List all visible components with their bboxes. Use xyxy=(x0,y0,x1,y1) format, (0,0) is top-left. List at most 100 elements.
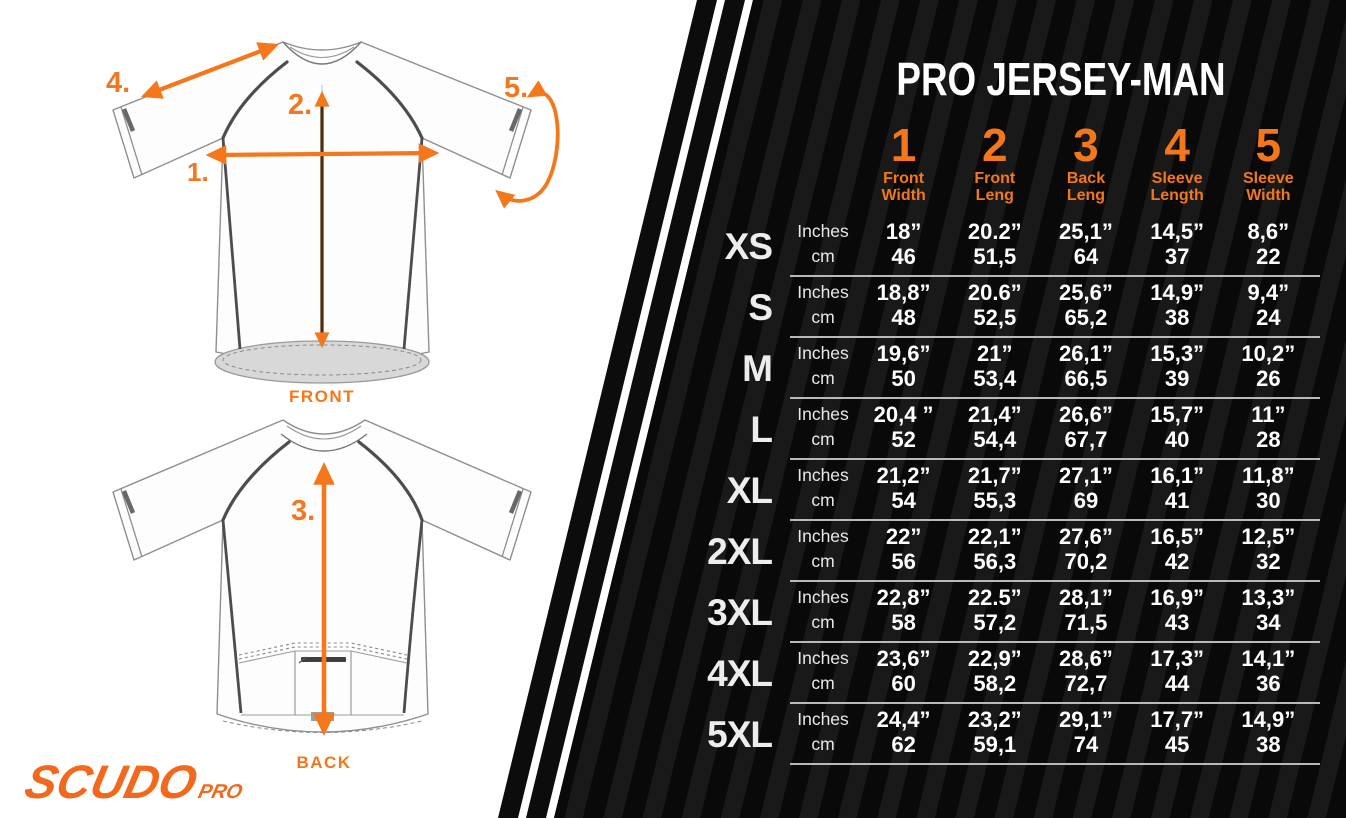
measurement-cell: 22,9” 58,2 xyxy=(967,645,1022,696)
back-measurement-arrows: 3. BACK xyxy=(291,462,351,772)
measurement-cell: 11” 28 xyxy=(1251,401,1286,452)
unit-labels: Inches cm xyxy=(774,704,858,765)
unit-cm-label: cm xyxy=(811,490,835,510)
measurement-cell: 23,2” 59,1 xyxy=(967,706,1022,757)
unit-labels: Inches cm xyxy=(774,399,858,460)
column-header-1: 1 Front Width xyxy=(858,120,949,204)
measurement-cell: 20.6” 52,5 xyxy=(967,279,1022,330)
measurement-cell: 23,6” 60 xyxy=(876,645,931,696)
unit-inches-label: Inches xyxy=(797,709,849,729)
chart-title: PRO JERSEY-MAN xyxy=(896,53,1226,105)
unit-cm-label: cm xyxy=(811,734,835,754)
front-measurement-arrows: 4. 2. 1. 5. FRONT xyxy=(106,42,560,406)
size-label: L xyxy=(750,409,773,450)
column-label-line1: Front xyxy=(883,170,925,187)
measurement-cell: 27,6” 70,2 xyxy=(1059,523,1113,574)
marker-1-label: 1. xyxy=(187,157,209,187)
column-label-line2: Width xyxy=(1246,187,1291,204)
column-label-line2: Length xyxy=(1150,187,1204,204)
size-row-2xl: 2XL Inches cm 22” 56 22,1” 56,3 27,6” 70,2 … xyxy=(688,521,1320,582)
measurement-cell: 14,9” 38 xyxy=(1241,706,1296,757)
column-label-line1: Front xyxy=(974,170,1016,187)
size-row-3xl: 3XL Inches cm 22,8” 58 22.5” 57,2 28,1” 71,… xyxy=(688,582,1320,643)
unit-labels: Inches cm xyxy=(774,277,858,338)
unit-labels: Inches cm xyxy=(774,643,858,704)
size-row-4xl: 4XL Inches cm 23,6” 60 22,9” 58,2 28,6” 72,… xyxy=(688,643,1320,704)
row-divider xyxy=(790,702,1320,704)
measurement-cell: 9,4” 24 xyxy=(1247,279,1290,330)
unit-inches-label: Inches xyxy=(797,465,849,485)
unit-inches-label: Inches xyxy=(797,221,849,241)
measurement-cell: 16,9” 43 xyxy=(1150,584,1205,635)
unit-cm-label: cm xyxy=(811,429,835,449)
measurement-cell: 16,1” 41 xyxy=(1150,462,1205,513)
marker-5-label: 5. xyxy=(504,72,528,104)
size-label: 3XL xyxy=(707,592,773,633)
measurement-cell: 21,4” 54,4 xyxy=(967,401,1022,452)
measurement-cell: 20.2” 51,5 xyxy=(967,218,1022,269)
measurement-cell: 10,2” 26 xyxy=(1241,340,1296,391)
unit-labels: Inches cm xyxy=(774,460,858,521)
size-label: M xyxy=(742,348,773,389)
marker-2-label: 2. xyxy=(288,89,312,121)
measurement-cell: 22,1” 56,3 xyxy=(967,523,1022,574)
measurement-cell: 29,1” 74 xyxy=(1059,706,1113,757)
measurement-cell: 11,8” 30 xyxy=(1242,462,1295,513)
measurement-cell: 21,2” 54 xyxy=(876,462,931,513)
unit-cm-label: cm xyxy=(811,307,835,327)
measurement-cell: 14,1” 36 xyxy=(1241,645,1296,696)
column-label-line2: Leng xyxy=(1066,187,1106,204)
row-divider xyxy=(790,641,1320,643)
unit-cm-label: cm xyxy=(811,246,835,266)
measurement-cell: 14,5” 37 xyxy=(1150,218,1205,269)
measurement-cell: 22.5” 57,2 xyxy=(967,584,1022,635)
unit-inches-label: Inches xyxy=(797,587,849,607)
measurement-cell: 8,6” 22 xyxy=(1247,218,1290,269)
unit-inches-label: Inches xyxy=(797,343,849,363)
row-divider xyxy=(790,580,1320,582)
measurement-cell: 15,7” 40 xyxy=(1150,401,1205,452)
measurement-cell: 13,3” 34 xyxy=(1241,584,1296,635)
measurement-cell: 21” 53,4 xyxy=(973,340,1017,391)
column-label-line1: Back xyxy=(1066,170,1106,187)
unit-cm-label: cm xyxy=(811,673,835,693)
column-number: 1 xyxy=(890,119,917,171)
row-divider xyxy=(790,275,1320,277)
marker-3-label: 3. xyxy=(291,495,315,527)
row-divider xyxy=(790,336,1320,338)
measurement-cell: 28,1” 71,5 xyxy=(1059,584,1113,635)
marker-4-label: 4. xyxy=(106,67,130,99)
size-label: XL xyxy=(726,470,773,511)
size-row-xl: XL Inches cm 21,2” 54 21,7” 55,3 27,1” 69 1… xyxy=(688,460,1320,521)
row-divider xyxy=(790,519,1320,521)
unit-cm-label: cm xyxy=(811,551,835,571)
size-row-m: M Inches cm 19,6” 50 21” 53,4 26,1” 66,5 15… xyxy=(688,338,1320,399)
column-label-line2: Leng xyxy=(975,187,1014,204)
column-header-4: 4 Sleeve Length xyxy=(1132,120,1223,204)
unit-cm-label: cm xyxy=(811,368,835,388)
column-label-line2: Width xyxy=(881,187,926,204)
unit-cm-label: cm xyxy=(811,612,835,632)
back-caption: BACK xyxy=(296,753,351,772)
measurement-cell: 16,5” 42 xyxy=(1150,523,1205,574)
size-label: S xyxy=(748,287,773,328)
column-number: 3 xyxy=(1073,119,1099,171)
measurement-cell: 12,5” 32 xyxy=(1241,523,1296,574)
size-row-s: S Inches cm 18,8” 48 20.6” 52,5 25,6” 65,2 … xyxy=(688,277,1320,338)
measurement-cell: 26,1” 66,5 xyxy=(1059,340,1113,391)
column-number: 4 xyxy=(1164,119,1190,171)
measurement-cell: 17,3” 44 xyxy=(1150,645,1205,696)
measurement-cell: 15,3” 39 xyxy=(1150,340,1205,391)
size-row-xs: XS Inches cm 18” 46 20.2” 51,5 25,1” 64 14,… xyxy=(688,216,1320,277)
unit-labels: Inches cm xyxy=(774,582,858,643)
unit-inches-label: Inches xyxy=(797,282,849,302)
arrow-5-sleeve-width xyxy=(495,80,560,209)
measurement-cell: 25,6” 65,2 xyxy=(1059,279,1113,330)
size-label: 5XL xyxy=(707,714,773,755)
measurement-cell: 20,4 ” 52 xyxy=(873,401,934,452)
unit-labels: Inches cm xyxy=(774,338,858,399)
front-caption: FRONT xyxy=(289,387,355,406)
measurement-cell: 18” 46 xyxy=(885,218,922,269)
